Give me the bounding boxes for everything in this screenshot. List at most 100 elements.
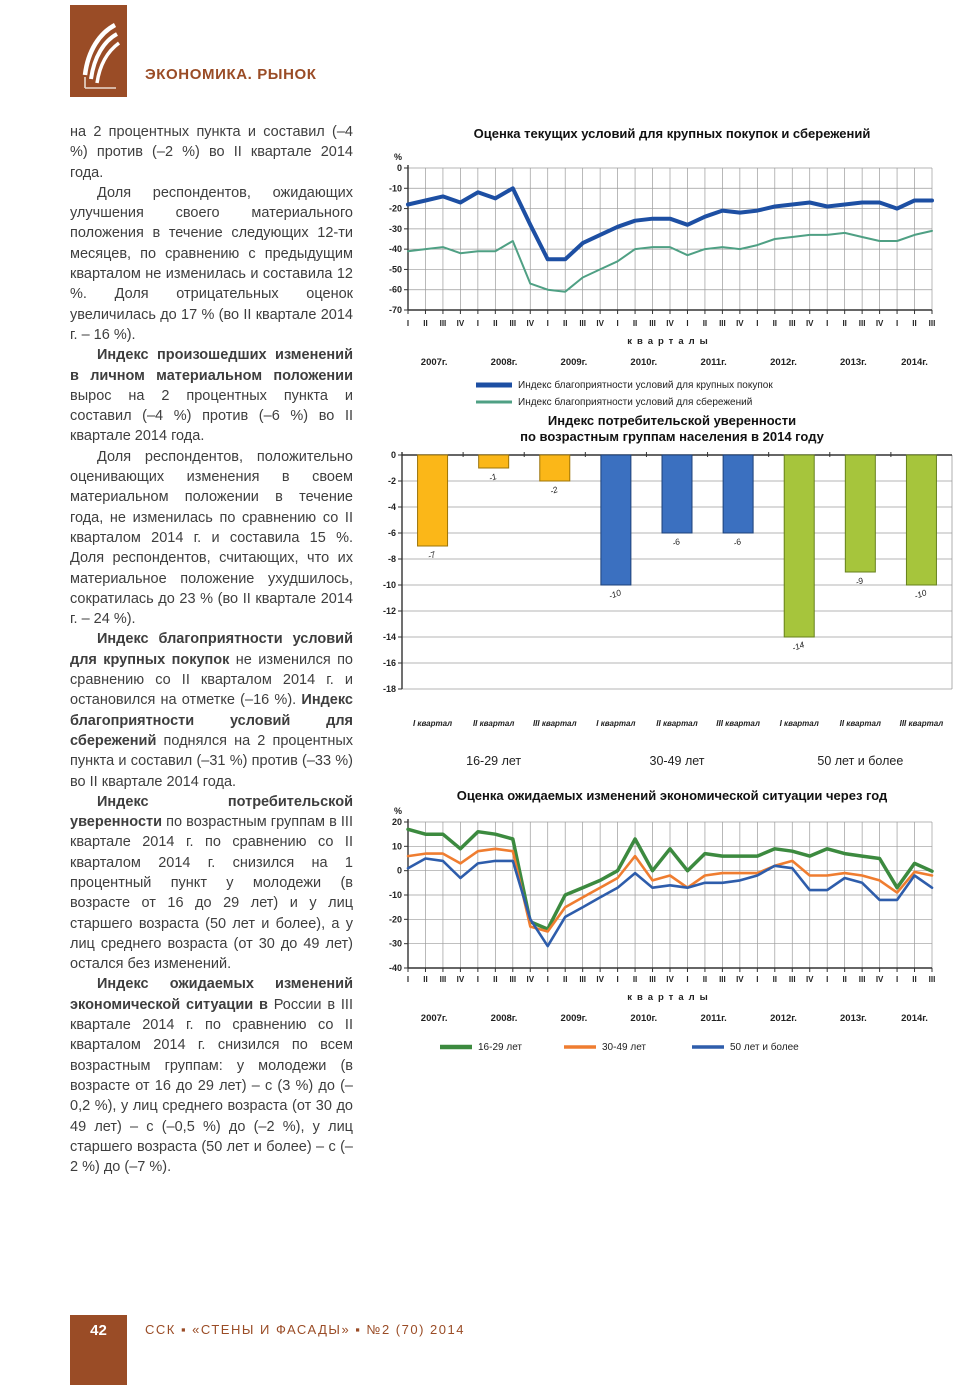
paragraph: Индекс благоприятности условий для крупн…	[70, 629, 353, 791]
chart-expected-changes: Оценка ожидаемых изменений экономической…	[372, 788, 972, 1076]
svg-text:IV: IV	[806, 975, 814, 984]
paragraph-segment: России в III квартале 2014 г. по сравнен…	[70, 996, 353, 1176]
svg-text:II: II	[563, 319, 567, 328]
publisher-logo	[70, 5, 127, 97]
svg-text:2010г.: 2010г.	[630, 1013, 657, 1024]
paragraph-segment: Индекс благоприятности условий для сбере…	[70, 692, 353, 749]
svg-text:кварталы: кварталы	[627, 992, 713, 1003]
paragraph-segment: не изменился по сравнению со II квартало…	[70, 651, 353, 709]
svg-text:II квартал: II квартал	[473, 719, 514, 728]
svg-text:I: I	[686, 975, 688, 984]
svg-text:I: I	[547, 975, 549, 984]
svg-text:Индекс благоприятности условий: Индекс благоприятности условий для крупн…	[518, 379, 773, 391]
svg-text:0: 0	[397, 163, 402, 173]
svg-text:%: %	[394, 152, 402, 162]
svg-text:-7: -7	[426, 549, 437, 561]
svg-text:I квартал: I квартал	[413, 719, 452, 728]
chart1-title: Оценка текущих условий для крупных покуп…	[473, 126, 871, 141]
svg-text:30-49 лет: 30-49 лет	[650, 754, 705, 768]
svg-text:2009г.: 2009г.	[561, 357, 588, 368]
svg-text:III: III	[440, 319, 447, 328]
svg-text:IV: IV	[596, 319, 604, 328]
svg-text:-8: -8	[388, 554, 396, 564]
svg-text:I: I	[826, 975, 828, 984]
svg-text:-12: -12	[383, 606, 396, 616]
svg-text:I: I	[407, 975, 409, 984]
svg-text:-20: -20	[389, 204, 402, 214]
section-title: ЭКОНОМИКА. РЫНОК	[145, 66, 317, 83]
svg-text:III: III	[440, 975, 447, 984]
svg-text:30-49 лет: 30-49 лет	[602, 1042, 646, 1053]
svg-text:II: II	[912, 319, 916, 328]
svg-text:I: I	[477, 319, 479, 328]
svg-text:III: III	[719, 319, 726, 328]
svg-text:II: II	[703, 319, 707, 328]
svg-text:III квартал: III квартал	[900, 719, 944, 728]
svg-text:I: I	[756, 975, 758, 984]
svg-text:II: II	[563, 975, 567, 984]
svg-text:I: I	[756, 319, 758, 328]
svg-text:II квартал: II квартал	[656, 719, 697, 728]
page-number-box: 42	[70, 1315, 127, 1385]
svg-text:I: I	[826, 319, 828, 328]
svg-text:-4: -4	[388, 502, 396, 512]
svg-text:II: II	[842, 975, 846, 984]
chart-consumer-confidence-by-age: Индекс потребительской уверенности по во…	[372, 413, 972, 780]
svg-text:III: III	[579, 319, 586, 328]
svg-text:IV: IV	[736, 975, 744, 984]
svg-text:IV: IV	[457, 975, 465, 984]
svg-text:IV: IV	[736, 319, 744, 328]
svg-text:-18: -18	[383, 684, 396, 694]
svg-text:-2: -2	[388, 476, 396, 486]
svg-text:кварталы: кварталы	[627, 336, 713, 347]
svg-text:II: II	[912, 975, 916, 984]
svg-text:III: III	[579, 975, 586, 984]
svg-text:I: I	[547, 319, 549, 328]
svg-text:-40: -40	[389, 244, 402, 254]
svg-text:I квартал: I квартал	[596, 719, 635, 728]
svg-text:16-29 лет: 16-29 лет	[478, 1042, 522, 1053]
svg-text:10: 10	[392, 841, 402, 851]
svg-text:16-29 лет: 16-29 лет	[466, 754, 521, 768]
svg-text:-70: -70	[389, 305, 402, 315]
svg-text:-9: -9	[854, 575, 865, 587]
svg-text:2013г.: 2013г.	[840, 357, 867, 368]
svg-text:2010г.: 2010г.	[630, 357, 657, 368]
chart-current-conditions: Оценка текущих условий для крупных покуп…	[372, 126, 972, 426]
svg-text:II: II	[773, 319, 777, 328]
logo-swoosh-icon	[82, 23, 121, 89]
svg-text:III: III	[929, 975, 936, 984]
svg-text:-6: -6	[388, 528, 396, 538]
paragraph-segment: Доля респондентов, ожидающих улучшения с…	[70, 184, 353, 343]
paragraph-segment: Доля респондентов, положительно оцениваю…	[70, 448, 353, 628]
svg-text:IV: IV	[876, 319, 884, 328]
svg-text:2012г.: 2012г.	[770, 357, 797, 368]
svg-text:-2: -2	[548, 484, 559, 496]
svg-text:-10: -10	[389, 890, 402, 900]
svg-text:50 лет и более: 50 лет и более	[730, 1041, 799, 1053]
svg-text:III: III	[789, 975, 796, 984]
svg-text:2014г.: 2014г.	[901, 1013, 928, 1024]
journal-footer-line: ССК ▪ «СТЕНЫ И ФАСАДЫ» ▪ №2 (70) 2014	[145, 1322, 465, 1337]
svg-text:I: I	[616, 975, 618, 984]
svg-text:-50: -50	[389, 264, 402, 274]
svg-text:IV: IV	[596, 975, 604, 984]
svg-text:III: III	[719, 975, 726, 984]
svg-text:II: II	[773, 975, 777, 984]
paragraph: Индекс произошедших изменений в личном м…	[70, 345, 353, 446]
svg-text:Индекс благоприятности условий: Индекс благоприятности условий для сбере…	[518, 396, 752, 408]
paragraph-segment: поднялся на 2 процентных пункта и состав…	[70, 732, 353, 790]
svg-text:III: III	[509, 319, 516, 328]
paragraph-segment: Индекс ожидаемых изменений экономической…	[70, 976, 353, 1013]
svg-text:2009г.: 2009г.	[561, 1013, 588, 1024]
svg-text:2011г.: 2011г.	[701, 1013, 727, 1024]
paragraph-segment: по возрастным группам в III квартале 201…	[70, 814, 353, 973]
paragraph-segment: Индекс благоприятности условий для крупн…	[70, 631, 353, 668]
svg-text:0: 0	[391, 450, 396, 460]
chart2-title-line2: по возрастным группам населения в 2014 г…	[520, 429, 824, 444]
svg-text:III: III	[509, 975, 516, 984]
svg-text:-16: -16	[383, 658, 396, 668]
svg-text:2014г.: 2014г.	[901, 357, 928, 368]
